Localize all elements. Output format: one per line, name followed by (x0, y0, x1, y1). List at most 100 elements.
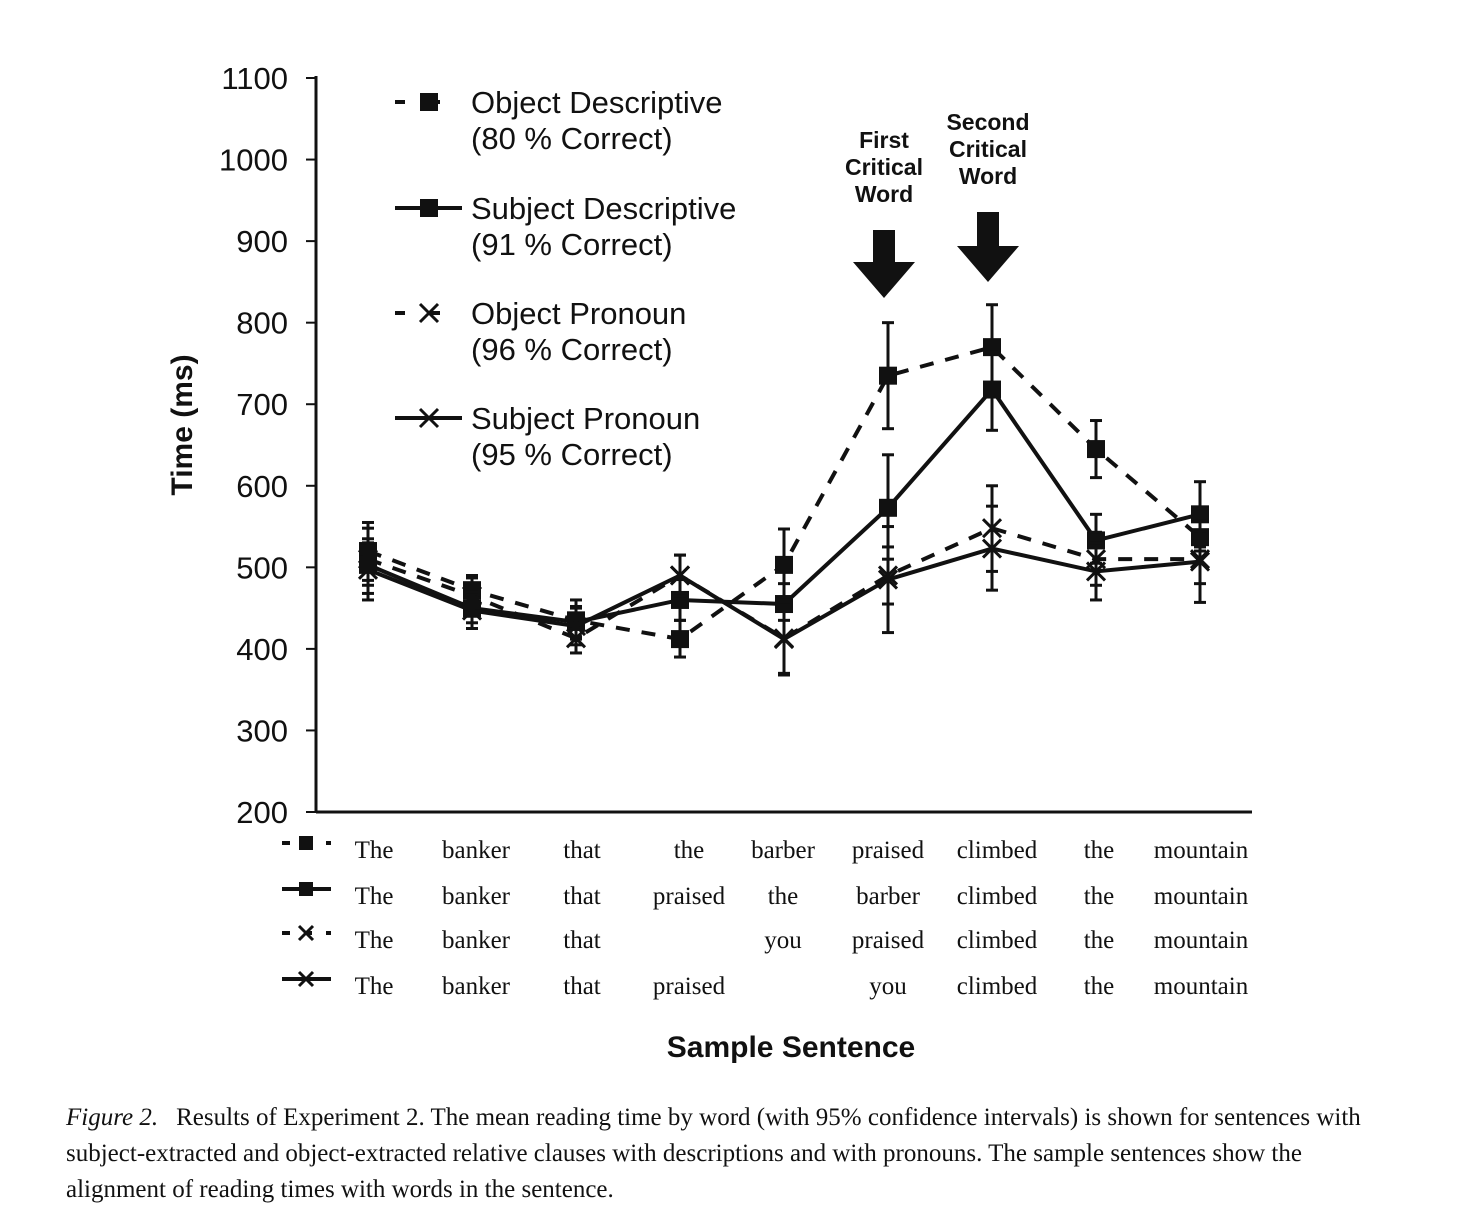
x-marker-stroke (565, 615, 587, 637)
sentence-word: banker (442, 837, 511, 864)
sentence-word: The (355, 927, 394, 954)
caption-label: Figure 2. (66, 1104, 159, 1131)
sentence-word: The (355, 973, 394, 1000)
legend-marker (418, 302, 440, 324)
sentence-row: The banker that praised the barber climbed the m… (282, 882, 1249, 910)
legend-accuracy: (80 % Correct) (471, 121, 673, 156)
figure-caption: Figure 2. Results of Experiment 2. The me… (66, 1100, 1366, 1208)
sentence-word: banker (442, 973, 511, 1000)
legend-series-name: Object Descriptive (471, 85, 723, 120)
sentence-word: praised (852, 837, 925, 864)
sentence-word: praised (852, 927, 925, 954)
annotation-text: Word (855, 181, 913, 207)
legend-accuracy: (95 % Correct) (471, 437, 673, 472)
x-marker-stroke (981, 538, 1003, 559)
data-point (983, 380, 1001, 399)
legend-item: Subject Pronoun(95 % Correct) (395, 401, 700, 472)
data-point (775, 555, 793, 574)
annotation-text: Word (959, 163, 1017, 189)
sentence-word: climbed (957, 837, 1038, 864)
y-tick-label: 900 (236, 224, 288, 259)
y-tick-label: 800 (236, 306, 288, 341)
row-marker (297, 970, 315, 988)
sentence-word: climbed (957, 883, 1038, 910)
row-marker (297, 924, 315, 942)
caption-text: Results of Experiment 2. The mean readin… (66, 1104, 1361, 1203)
data-point (357, 559, 379, 580)
y-tick-label: 700 (236, 387, 288, 422)
sentence-word: the (1084, 837, 1115, 864)
sentence-word: mountain (1154, 927, 1249, 954)
sentence-word: the (768, 883, 799, 910)
legend: Object Descriptive(80 % Correct) Subject … (395, 85, 736, 472)
sentence-word: that (563, 883, 601, 910)
sentence-word: the (1084, 973, 1115, 1000)
sentence-word: barber (751, 837, 816, 864)
legend-item: Object Pronoun(96 % Correct) (395, 296, 686, 367)
series-subject-descriptive (359, 347, 1209, 639)
sentence-word: praised (653, 883, 726, 910)
data-point (983, 338, 1001, 357)
legend-accuracy: (91 % Correct) (471, 227, 673, 262)
sentence-word: the (1084, 883, 1115, 910)
x-axis-label: Sample Sentence (667, 1031, 915, 1064)
x-marker-stroke (357, 559, 379, 580)
data-point (877, 569, 899, 590)
sentence-word: The (355, 837, 394, 864)
sentence-word: the (1084, 927, 1115, 954)
down-arrow-icon (853, 230, 915, 298)
sentence-word: that (563, 927, 601, 954)
data-point (879, 498, 897, 517)
data-point (1087, 440, 1105, 459)
sentence-word: praised (653, 973, 726, 1000)
y-tick-label: 500 (236, 550, 288, 585)
sentence-word: banker (442, 927, 511, 954)
chart-axes (314, 76, 1252, 814)
data-point (879, 366, 897, 385)
y-tick-label: 1000 (219, 143, 288, 178)
data-series (357, 303, 1211, 677)
sentence-row: The banker that you praised climbed the mountai… (282, 924, 1249, 954)
sentence-word: that (563, 973, 601, 1000)
sentence-word: mountain (1154, 883, 1249, 910)
sentence-word: climbed (957, 927, 1038, 954)
x-marker-stroke (773, 629, 795, 650)
x-marker-stroke (669, 565, 691, 586)
y-axis-ticks: 200 300 400 500 600 700 800 900 1000 1100 (219, 61, 316, 830)
legend-marker (420, 199, 438, 217)
legend-series-name: Object Pronoun (471, 296, 686, 331)
sentence-word: The (355, 883, 394, 910)
data-point (1085, 561, 1107, 582)
sentence-word: banker (442, 883, 511, 910)
sentence-word: the (674, 837, 705, 864)
series-subject-pronoun (357, 504, 1211, 675)
legend-item: Object Descriptive(80 % Correct) (395, 85, 723, 156)
legend-marker (418, 407, 440, 429)
annotation-text: First (859, 127, 909, 153)
sentence-word: mountain (1154, 837, 1249, 864)
sentence-word: climbed (957, 973, 1038, 1000)
legend-item: Subject Descriptive(91 % Correct) (395, 191, 736, 262)
row-marker (299, 882, 313, 896)
x-marker-stroke (297, 970, 315, 988)
legend-marker (420, 93, 438, 111)
legend-accuracy: (96 % Correct) (471, 332, 673, 367)
data-point (565, 615, 587, 637)
x-marker-stroke (1085, 561, 1107, 582)
x-marker-stroke (877, 569, 899, 590)
sentence-row: The banker that the barber praised climbed the m… (282, 836, 1249, 864)
data-point (773, 629, 795, 650)
x-marker-stroke (418, 407, 440, 429)
row-marker (299, 836, 313, 850)
annotation-text: Second (946, 109, 1029, 135)
x-marker-stroke (418, 302, 440, 324)
x-marker-stroke (461, 600, 483, 621)
annotation-text: Critical (845, 154, 923, 180)
down-arrow-icon (957, 212, 1019, 282)
x-marker-stroke (1189, 551, 1211, 572)
y-tick-label: 300 (236, 713, 288, 748)
